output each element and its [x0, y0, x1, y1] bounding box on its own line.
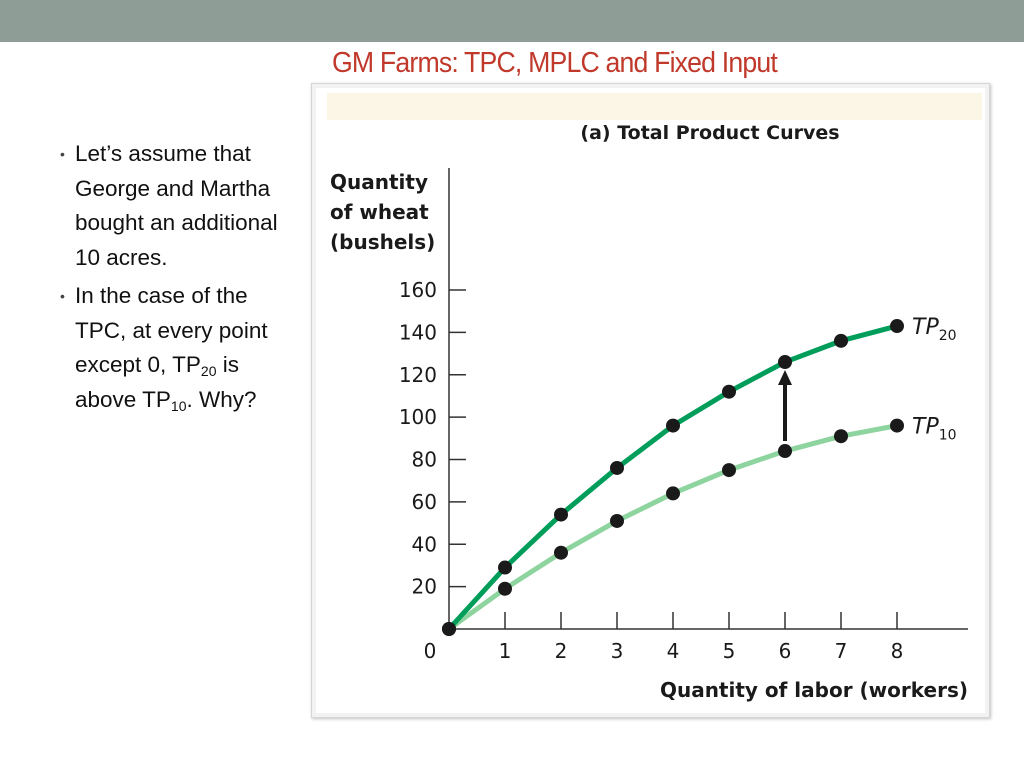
- data-point-tp10: [834, 429, 848, 444]
- data-point-tp20: [778, 355, 792, 370]
- series-label-tp20: TP20: [912, 315, 957, 344]
- x-tick-label: 3: [611, 639, 624, 663]
- slide-title: GM Farms: TPC, MPLC and Fixed Input: [332, 47, 778, 79]
- series-label-subscript: 20: [939, 328, 957, 344]
- data-point-tp10: [778, 444, 792, 459]
- y-tick-label: 40: [412, 532, 437, 556]
- bullet-item: • In the case of the TPC, at every point …: [58, 279, 298, 417]
- data-point-tp20: [498, 560, 512, 575]
- data-point-tp10: [554, 545, 568, 560]
- x-tick-label: 6: [779, 639, 792, 663]
- x-axis-label: Quantity of labor (workers): [660, 678, 968, 702]
- y-tick-label: 20: [412, 575, 437, 599]
- bullet-text: is above TP: [75, 352, 239, 412]
- shift-arrow-head-icon: [778, 370, 792, 386]
- chart-title: (a) Total Product Curves: [580, 122, 839, 144]
- y-axis-label: (bushels): [330, 230, 435, 254]
- data-point-tp20: [554, 507, 568, 522]
- x-tick-label: 2: [555, 639, 568, 663]
- y-tick-label: 120: [399, 363, 437, 387]
- figure-frame: [311, 83, 990, 718]
- y-axis-label: of wheat: [330, 200, 429, 224]
- data-point-tp10: [498, 581, 512, 596]
- bullet-dot-icon: •: [60, 146, 65, 162]
- bullet-item: • Let’s assume that George and Martha bou…: [58, 137, 298, 275]
- y-tick-label: 60: [412, 490, 437, 514]
- data-point-tp10: [666, 486, 680, 501]
- bullet-text: . Why?: [186, 386, 257, 412]
- series-line-tp10: [446, 423, 900, 632]
- data-point-tp20: [666, 418, 680, 433]
- x-tick-label: 4: [667, 639, 680, 663]
- data-point-tp10: [890, 418, 904, 433]
- origin-label: 0: [424, 639, 437, 663]
- x-tick-label: 7: [835, 639, 848, 663]
- series-label-name: TP: [912, 315, 939, 340]
- bullet-text: Let’s assume that George and Martha boug…: [75, 141, 278, 270]
- data-point-tp20: [834, 333, 848, 348]
- data-point-tp10: [610, 513, 624, 528]
- y-tick-label: 100: [399, 405, 437, 429]
- series-label-subscript: 10: [939, 428, 957, 444]
- data-point-tp20: [610, 460, 624, 475]
- x-tick-label: 8: [891, 639, 904, 663]
- y-tick-label: 140: [399, 320, 437, 344]
- data-point-tp20: [890, 319, 904, 334]
- y-axis-label: Quantity: [330, 170, 428, 194]
- top-bar: [0, 0, 1024, 42]
- y-tick-label: 80: [412, 448, 437, 472]
- bullet-text: In the case of the TPC, at every point e…: [75, 283, 268, 377]
- data-point-tp10: [722, 463, 736, 478]
- data-point-tp20: [722, 384, 736, 399]
- data-point-tp10: [442, 622, 456, 636]
- x-tick-label: 5: [723, 639, 736, 663]
- bullet-subscript: 10: [170, 397, 187, 414]
- series-label-tp10: TP10: [912, 415, 957, 444]
- bullet-list: • Let’s assume that George and Martha bou…: [58, 137, 298, 421]
- figure-title-band: [327, 93, 982, 120]
- bullet-subscript: 20: [200, 363, 217, 379]
- series-label-name: TP: [912, 415, 939, 440]
- y-tick-label: 160: [399, 278, 437, 302]
- x-tick-label: 1: [499, 639, 512, 663]
- bullet-dot-icon: •: [60, 288, 65, 304]
